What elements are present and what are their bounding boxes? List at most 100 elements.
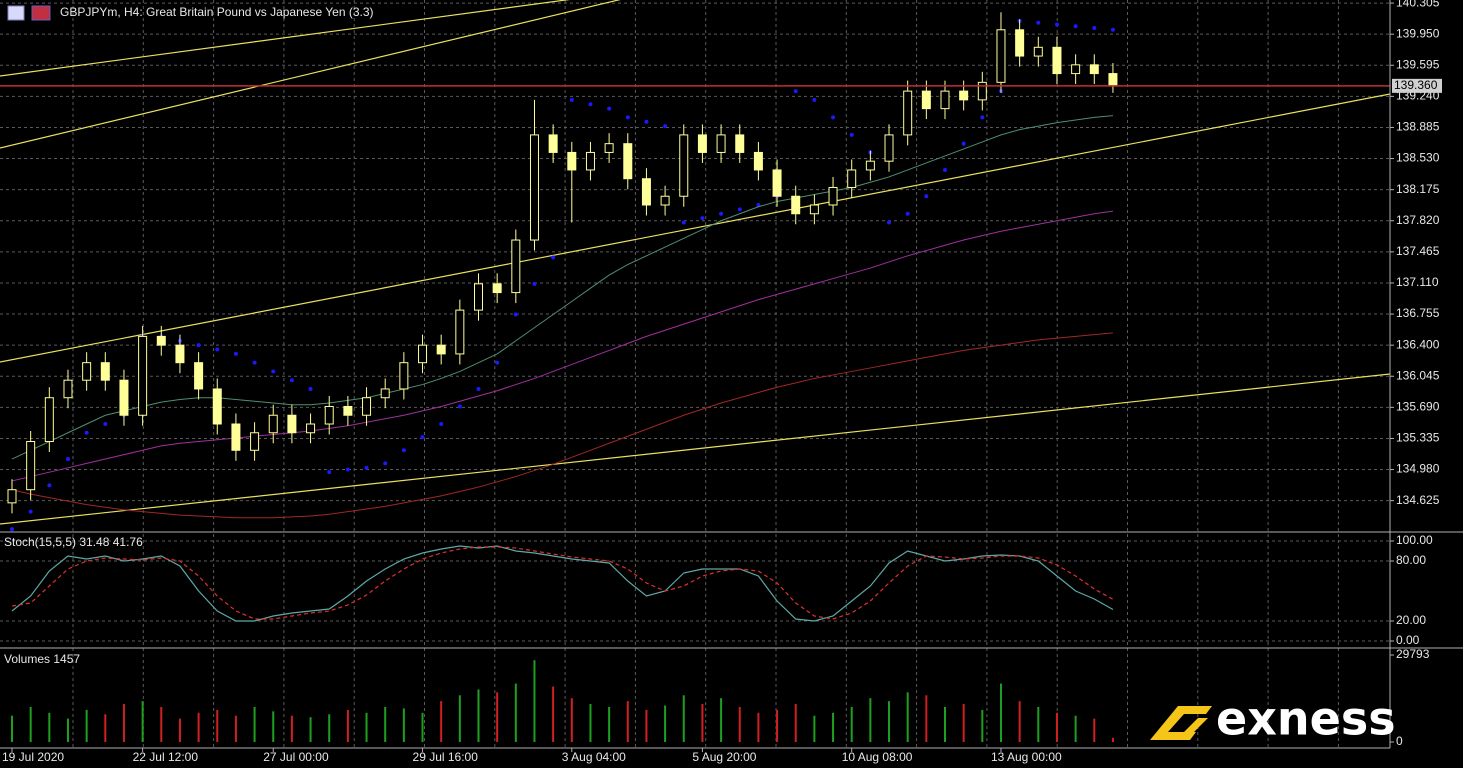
volume-bar xyxy=(66,718,69,742)
candle-body xyxy=(828,186,838,206)
sar-dot xyxy=(1054,22,1059,27)
x-tick-label: 19 Jul 2020 xyxy=(2,750,64,764)
candle-body xyxy=(250,432,260,451)
stoch-title: Stoch(15,5,5) 31.48 41.76 xyxy=(4,535,143,549)
volume-bar xyxy=(608,706,611,742)
sar-dot xyxy=(308,386,313,391)
candle-body xyxy=(306,423,316,434)
volume-bar xyxy=(197,712,200,742)
sar-dot xyxy=(289,378,294,383)
volume-bar xyxy=(1074,715,1077,742)
volume-bar xyxy=(589,704,592,742)
volume-bar xyxy=(29,706,32,742)
volume-bar xyxy=(290,715,293,742)
sar-dot xyxy=(401,448,406,453)
y-tick-label: 135.335 xyxy=(1396,431,1440,445)
sar-dot xyxy=(607,106,612,111)
candle-body xyxy=(474,283,483,311)
volume-title: Volumes 1457 xyxy=(4,652,80,666)
sar-dot xyxy=(849,132,854,137)
volume-bar xyxy=(122,704,125,742)
sar-dot xyxy=(457,404,462,409)
candle-body xyxy=(716,134,726,153)
candle-body xyxy=(362,397,372,416)
volume-bar xyxy=(1111,737,1114,742)
sar-dot xyxy=(196,343,201,348)
volume-bar xyxy=(999,683,1002,742)
volume-bar xyxy=(738,706,741,742)
volume-bar xyxy=(272,711,275,742)
volume-bar xyxy=(421,712,424,742)
sar-dot xyxy=(812,97,817,102)
candle-body xyxy=(847,169,857,188)
sar-dot xyxy=(364,465,369,470)
volume-bar xyxy=(720,698,723,742)
candle-body xyxy=(660,195,670,206)
candle-body xyxy=(156,335,166,346)
volume-bar xyxy=(346,709,349,742)
y-tick-label: 29793 xyxy=(1396,647,1430,661)
candle-body xyxy=(809,204,819,215)
candle-body xyxy=(977,81,987,101)
sar-dot xyxy=(513,312,518,317)
volume-bar xyxy=(160,706,163,742)
volume-bar xyxy=(253,706,256,742)
volume-bar xyxy=(776,709,779,742)
volume-bar xyxy=(178,718,181,742)
y-tick-label: 138.885 xyxy=(1396,120,1440,134)
y-tick-label: 80.00 xyxy=(1396,553,1426,567)
volume-bar xyxy=(1018,701,1021,742)
volume-bar xyxy=(11,715,13,742)
candle-body xyxy=(119,379,129,416)
candle-body xyxy=(772,169,782,197)
volume-bar xyxy=(104,714,107,742)
sar-dot xyxy=(327,470,332,475)
stoch-line xyxy=(11,545,1114,622)
sar-dot xyxy=(47,483,52,488)
sar-dot xyxy=(961,141,966,146)
candle-body xyxy=(903,90,913,136)
volume-bar xyxy=(962,704,965,742)
y-tick-label: 136.400 xyxy=(1396,337,1440,351)
sar-dot xyxy=(1110,27,1115,32)
volume-bar xyxy=(234,715,237,742)
sar-dot xyxy=(924,194,929,199)
sar-dot xyxy=(10,527,14,532)
x-tick-label: 13 Aug 00:00 xyxy=(991,750,1062,764)
sar-dot xyxy=(233,351,238,356)
sar-dot xyxy=(719,211,724,216)
x-tick-label: 3 Aug 04:00 xyxy=(562,750,626,764)
moving-average xyxy=(11,210,1114,482)
sar-dot xyxy=(793,89,798,94)
candle-body xyxy=(641,178,651,206)
volume-bar xyxy=(944,706,946,742)
y-tick-label: 140.305 xyxy=(1396,0,1440,9)
sar-dot xyxy=(569,97,574,102)
candle-body xyxy=(63,379,73,399)
y-tick-label: 136.755 xyxy=(1396,306,1440,320)
sar-dot xyxy=(1073,24,1078,29)
candle-body xyxy=(343,405,353,416)
y-tick-label: 0 xyxy=(1396,734,1403,748)
volume-bar xyxy=(869,698,872,742)
volume-bar xyxy=(309,717,312,742)
volume-bar xyxy=(981,709,984,742)
sar-dot xyxy=(1092,26,1097,31)
candle-body xyxy=(1071,64,1081,75)
sar-dot xyxy=(943,167,947,172)
y-tick-label: 134.625 xyxy=(1396,493,1440,507)
volume-bar xyxy=(794,704,797,742)
volume-bar xyxy=(701,704,704,742)
candle-body xyxy=(436,344,446,355)
volume-bar xyxy=(1093,718,1096,742)
candle-body xyxy=(7,489,17,504)
volume-bar xyxy=(477,689,480,742)
sar-dot xyxy=(103,422,108,426)
volume-bar xyxy=(1055,712,1058,742)
volume-bar xyxy=(552,686,555,742)
candle-body xyxy=(194,362,204,390)
volume-bar xyxy=(888,701,891,742)
sar-dot xyxy=(681,220,686,225)
